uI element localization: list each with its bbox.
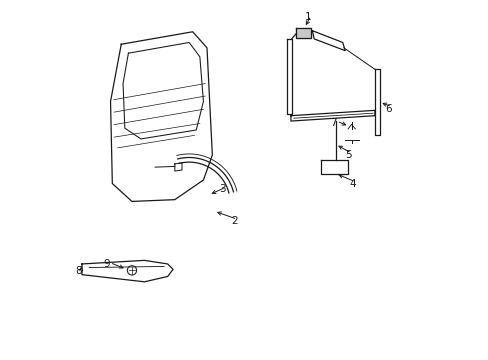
Text: 3: 3 xyxy=(219,184,225,194)
Text: 9: 9 xyxy=(103,259,110,269)
Text: 5: 5 xyxy=(345,150,351,160)
Text: 7: 7 xyxy=(329,118,336,128)
Text: 1: 1 xyxy=(304,13,310,22)
Text: 2: 2 xyxy=(230,216,237,226)
Text: 6: 6 xyxy=(385,104,391,113)
Text: 8: 8 xyxy=(75,266,81,276)
Polygon shape xyxy=(296,28,310,38)
Text: 4: 4 xyxy=(348,179,355,189)
